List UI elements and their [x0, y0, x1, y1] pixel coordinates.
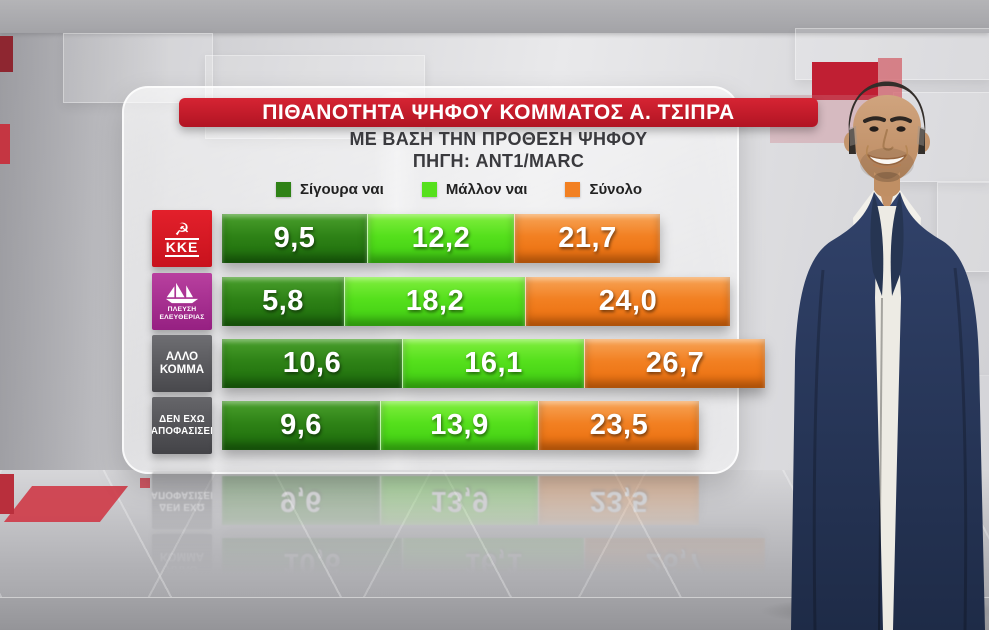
red-accent-square	[812, 62, 878, 100]
sailboat-icon	[165, 282, 199, 304]
value-label: 18,2	[405, 285, 465, 317]
plefsi-logo-label: ΠΛΕΥΣΗ ΕΛΕΥΘΕΡΙΑΣ	[159, 306, 204, 321]
stacked-bar-kke: 9,5 12,2 21,7	[222, 214, 660, 263]
plefsi-logo-line: ΠΛΕΥΣΗ	[167, 305, 197, 313]
value-label: 24,0	[598, 285, 658, 317]
red-accent-square	[878, 58, 902, 100]
head	[844, 81, 930, 182]
legend-swatch-orange	[565, 182, 581, 197]
value-label: 12,2	[411, 222, 471, 254]
legend-swatch-dark-green	[276, 182, 291, 197]
label-line: ΔΕΝ ΕΧΩ	[159, 413, 205, 425]
red-accent-square	[0, 124, 10, 164]
chart-title: ΠΙΘΑΝΟΤΗΤΑ ΨΗΦΟΥ ΚΟΜΜΑΤΟΣ Α. ΤΣΙΠΡΑ	[262, 100, 735, 124]
chart-row-undecided: ΔΕΝ ΕΧΩ ΑΠΟΦΑΣΙΣΕΙ 9,6 13,9 23,5	[152, 397, 852, 454]
label-line: ΑΠΟΦΑΣΙΣΕΙ	[152, 425, 212, 437]
undecided-label: ΔΕΝ ΕΧΩ ΑΠΟΦΑΣΙΣΕΙ	[152, 414, 212, 438]
plefsi-logo-line: ΕΛΕΥΘΕΡΙΑΣ	[159, 313, 205, 321]
legend-label: Μάλλον ναι	[445, 181, 528, 198]
value-label: 5,8	[262, 285, 304, 317]
chart-source: ΠΗΓΗ: ANT1/MARC	[412, 151, 585, 171]
legend-item-sure-yes: Σίγουρα ναι	[276, 181, 384, 198]
bar-segment-total: 21,7	[514, 214, 660, 263]
bar-segment-sure-yes: 9,6	[222, 401, 380, 450]
politician-photo	[791, 81, 985, 630]
chart-row-plefsi: ΠΛΕΥΣΗ ΕΛΕΥΘΕΡΙΑΣ 5,8 18,2 24,0	[152, 273, 852, 330]
bar-segment-probably-yes: 13,9	[380, 401, 538, 450]
value-label: 9,6	[280, 409, 322, 441]
studio-top-strip	[0, 0, 989, 33]
bar-segment-probably-yes: 12,2	[367, 214, 514, 263]
bar-segment-sure-yes: 9,5	[222, 214, 367, 263]
label-line: ΑΛΛΟ	[165, 350, 199, 363]
bar-segment-probably-yes: 16,1	[402, 339, 584, 388]
legend-item-total: Σύνολο	[565, 181, 642, 198]
chart-legend: Σίγουρα ναι Μάλλον ναι Σύνολο	[179, 181, 739, 198]
kke-logo-label: ΚΚΕ	[164, 237, 200, 257]
value-label: 13,9	[430, 409, 489, 441]
plefsi-eleftherias-logo: ΠΛΕΥΣΗ ΕΛΕΥΘΕΡΙΑΣ	[152, 273, 212, 330]
stacked-bar-undecided: 9,6 13,9 23,5	[222, 401, 699, 450]
legend-swatch-light-green	[421, 182, 437, 197]
bar-segment-sure-yes: 10,6	[222, 339, 402, 388]
undecided-box: ΔΕΝ ΕΧΩ ΑΠΟΦΑΣΙΣΕΙ	[152, 397, 212, 454]
chart-subtitle: ΜΕ ΒΑΣΗ ΤΗΝ ΠΡΟΘΕΣΗ ΨΗΦΟΥ	[349, 129, 648, 149]
legend-label: Σύνολο	[589, 181, 642, 198]
red-accent-square	[140, 478, 150, 488]
bar-segment-total: 26,7	[584, 339, 765, 388]
value-label: 16,1	[464, 347, 523, 379]
kke-logo: ☭ ΚΚΕ	[152, 210, 212, 267]
label-line: ΚΟΜΜΑ	[159, 363, 205, 376]
bar-segment-sure-yes: 5,8	[222, 277, 344, 326]
other-party-label: ΑΛΛΟ ΚΟΜΜΑ	[160, 351, 204, 377]
bar-segment-probably-yes: 18,2	[344, 277, 525, 326]
value-label: 23,5	[589, 409, 649, 441]
value-label: 26,7	[645, 347, 705, 379]
red-accent-square	[0, 474, 14, 514]
red-accent-square	[0, 36, 13, 72]
chart-title-banner: ΠΙΘΑΝΟΤΗΤΑ ΨΗΦΟΥ ΚΟΜΜΑΤΟΣ Α. ΤΣΙΠΡΑ	[179, 98, 818, 127]
value-label: 21,7	[558, 222, 617, 254]
stacked-bar-other-party: 10,6 16,1 26,7	[222, 339, 765, 388]
bar-segment-total: 23,5	[538, 401, 699, 450]
torso	[791, 172, 985, 630]
other-party-box: ΑΛΛΟ ΚΟΜΜΑ	[152, 335, 212, 392]
value-label: 10,6	[282, 347, 342, 379]
legend-item-probably-yes: Μάλλον ναι	[421, 181, 528, 198]
legend-label: Σίγουρα ναι	[300, 181, 384, 198]
stacked-bar-plefsi: 5,8 18,2 24,0	[222, 277, 730, 326]
chart-row-kke: ☭ ΚΚΕ 9,5 12,2 21,7	[152, 210, 852, 267]
value-label: 9,5	[273, 222, 316, 254]
bar-segment-total: 24,0	[525, 277, 730, 326]
chart-row-other-party: ΑΛΛΟ ΚΟΜΜΑ 10,6 16,1 26,7	[152, 335, 852, 392]
hammer-sickle-icon: ☭	[174, 219, 190, 239]
